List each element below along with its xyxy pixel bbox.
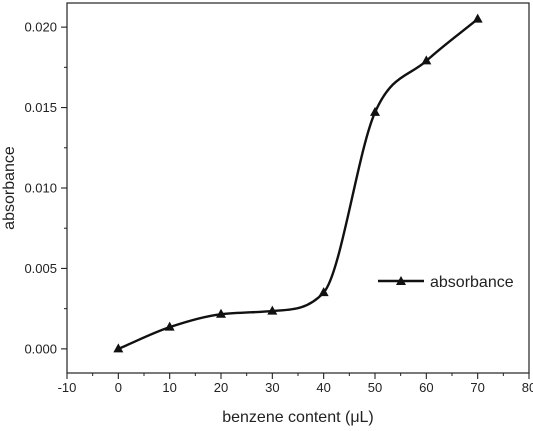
y-tick-label: 0.015 <box>24 100 57 115</box>
data-point <box>370 106 380 116</box>
legend-label: absorbance <box>430 274 514 291</box>
series-layer <box>113 13 483 353</box>
x-tick-label: 0 <box>115 380 122 395</box>
x-axis: -10 0 10 20 30 40 50 60 70 80 <box>58 373 533 395</box>
x-axis-title: benzene content (μL) <box>222 409 374 426</box>
x-tick-label: 70 <box>470 380 484 395</box>
x-tick-label: 80 <box>522 380 533 395</box>
y-tick-label: 0.010 <box>24 181 57 196</box>
data-point <box>472 13 483 23</box>
x-tick-label: -10 <box>58 380 77 395</box>
y-tick-label: 0.000 <box>24 341 57 356</box>
data-point <box>113 343 124 353</box>
data-point <box>216 308 226 318</box>
y-tick-label: 0.020 <box>24 20 57 35</box>
legend: absorbance <box>378 274 514 291</box>
x-tick-label: 40 <box>316 380 330 395</box>
x-tick-label: 50 <box>368 380 382 395</box>
plot-frame <box>66 2 530 374</box>
x-tick-label: 20 <box>214 380 228 395</box>
x-tick-label: 30 <box>265 380 279 395</box>
series-line <box>117 18 479 350</box>
x-tick-label: 10 <box>162 380 176 395</box>
y-axis: 0.000 0.005 0.010 0.015 0.020 <box>24 20 67 356</box>
legend-marker <box>396 276 406 285</box>
data-point <box>164 321 175 331</box>
x-tick-label: 60 <box>419 380 433 395</box>
y-axis-title: absorbance <box>1 146 18 230</box>
data-point <box>421 55 432 65</box>
data-point <box>267 305 278 315</box>
data-point <box>318 287 329 297</box>
y-tick-label: 0.005 <box>24 261 57 276</box>
